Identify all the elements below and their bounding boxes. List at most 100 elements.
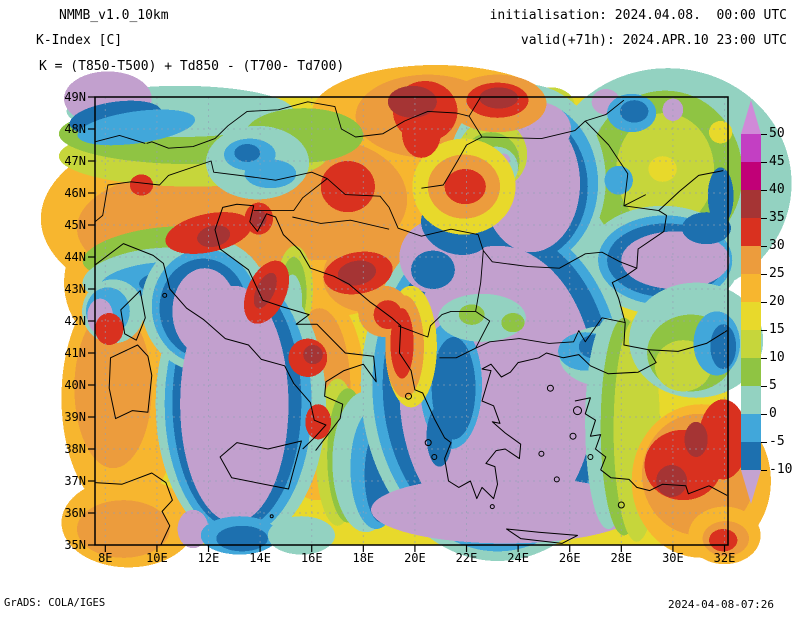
formula-line: K = (T850-T500) + Td850 - (T700- Td700) — [39, 59, 345, 74]
colorbar-level-label: 35 — [769, 210, 785, 225]
coast-italy-balkans — [94, 170, 724, 500]
contour-blob — [479, 87, 519, 109]
contour-blob — [684, 421, 708, 457]
lat-label: 36N — [64, 506, 86, 520]
contour-blob — [253, 272, 277, 309]
axis-tick-marks — [88, 96, 726, 552]
contour-blob — [501, 313, 525, 333]
contour-blob — [426, 405, 453, 467]
lat-label: 37N — [64, 474, 86, 488]
lon-label: 26E — [558, 551, 581, 565]
colorbar-level-label: 5 — [769, 378, 777, 393]
k-index-filled-contours — [40, 65, 792, 568]
colorbar-tick — [761, 442, 767, 443]
lon-label: 18E — [352, 551, 375, 565]
contour-blob — [390, 308, 414, 379]
colorbar-tick — [761, 218, 767, 219]
colorbar-band — [741, 190, 761, 218]
colorbar-band — [741, 358, 761, 386]
colorbar-level-label: -10 — [769, 462, 793, 477]
lat-label: 48N — [64, 122, 86, 136]
colorbar-tick — [761, 414, 767, 415]
contour-blob — [648, 156, 677, 182]
model-title: NMMB_v1.0_10km — [59, 8, 169, 23]
lon-label: 32E — [713, 551, 736, 565]
colorbar-level-label: -5 — [769, 434, 785, 449]
map-area — [40, 65, 792, 568]
contour-blob — [244, 159, 297, 189]
colorbar-band — [741, 218, 761, 246]
colorbar-level-label: 15 — [769, 322, 785, 337]
colorbar-band — [741, 162, 761, 190]
colorbar-tick — [761, 302, 767, 303]
colorbar-band — [741, 330, 761, 358]
colorbar-level-label: 30 — [769, 238, 785, 253]
colorbar-tick — [761, 274, 767, 275]
contour-blob — [320, 161, 375, 213]
colorbar-tick — [761, 162, 767, 163]
colorbar-level-label: 20 — [769, 294, 785, 309]
contour-blob — [76, 500, 170, 558]
contour-blob — [458, 304, 485, 325]
contour-blob — [411, 250, 455, 289]
colorbar-tick — [761, 134, 767, 135]
lat-label: 43N — [64, 282, 86, 296]
contour-blob — [402, 109, 441, 158]
grads-credit: GrADS: COLA/IGES — [4, 597, 106, 609]
coastlines — [94, 96, 728, 546]
contour-blob — [387, 85, 437, 118]
colorbar-arrow-below-minus10 — [741, 470, 761, 504]
lat-label: 44N — [64, 250, 86, 264]
lat-label: 42N — [64, 314, 86, 328]
k-index-colorbar: 50 45 40 35 30 25 20 15 10 5 0 -5 -10 — [741, 100, 799, 520]
contour-blob — [197, 225, 231, 248]
coast-corsica — [120, 290, 146, 341]
colorbar-band — [741, 386, 761, 414]
contour-blob — [371, 476, 640, 544]
latlon-gridlines — [95, 97, 728, 545]
lat-label: 49N — [64, 90, 86, 104]
map-frame — [94, 96, 729, 546]
contour-blob — [681, 212, 731, 245]
lat-label: 39N — [64, 410, 86, 424]
contour-blob — [698, 399, 748, 480]
valid-time-line: valid(+71h): 2024.APR.10 23:00 UTC — [520, 33, 787, 48]
contour-blob — [709, 529, 738, 552]
lat-label: 35N — [64, 538, 86, 552]
lat-label: 47N — [64, 154, 86, 168]
lon-label: 24E — [507, 551, 529, 565]
colorbar-tick — [761, 246, 767, 247]
colorbar-level-label: 0 — [769, 406, 777, 421]
creation-timestamp: 2024-04-08-07:26 — [668, 598, 774, 611]
contour-blob — [710, 324, 737, 369]
lon-label: 12E — [197, 551, 220, 565]
coast-tunisia — [94, 472, 173, 546]
colorbar-tick — [761, 190, 767, 191]
contour-blob — [177, 509, 209, 549]
colorbar-level-label: 40 — [769, 182, 785, 197]
lon-label: 14E — [249, 551, 271, 565]
k-index-map — [40, 65, 792, 568]
contour-blob — [707, 167, 734, 225]
coast-sicily — [219, 440, 302, 490]
colorbar-arrow-above-50 — [741, 100, 761, 134]
colorbar-band — [741, 274, 761, 302]
contour-blob — [95, 313, 124, 345]
colorbar-band — [741, 442, 761, 470]
coast-sardinia — [108, 344, 153, 420]
colorbar-tick — [761, 386, 767, 387]
lon-label: 8E — [98, 551, 113, 565]
colorbar-band — [741, 246, 761, 274]
colorbar-band — [741, 414, 761, 442]
contour-blob — [621, 231, 730, 289]
product-title: K-Index [C] — [36, 33, 123, 48]
lon-label: 16E — [300, 551, 323, 565]
colorbar-level-label: 10 — [769, 350, 785, 365]
aegean-islands — [162, 292, 625, 519]
init-time-line: initialisation: 2024.04.08. 00:00 UTC — [489, 8, 787, 23]
contour-blob — [267, 516, 335, 555]
lat-label: 41N — [64, 346, 86, 360]
contour-blob — [251, 209, 267, 228]
country-borders — [94, 96, 659, 359]
